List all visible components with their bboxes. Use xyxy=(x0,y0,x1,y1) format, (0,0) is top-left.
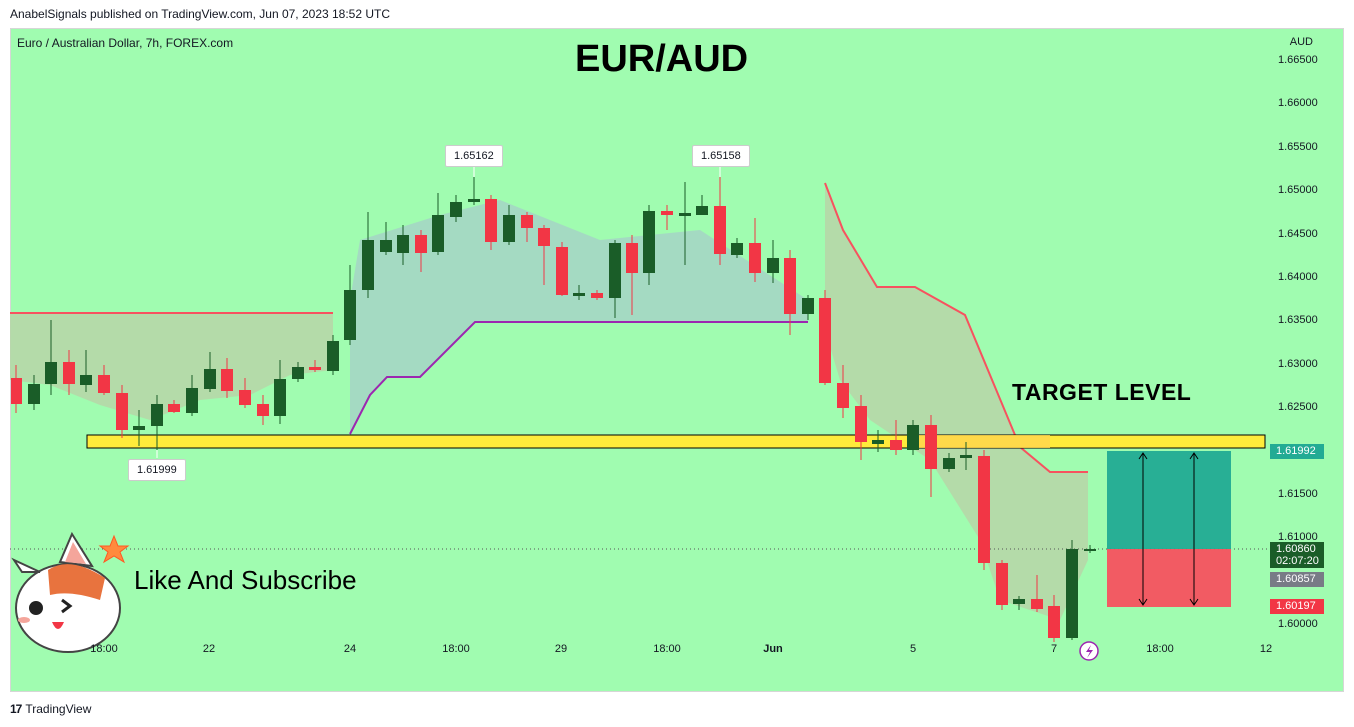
footer: 17 TradingView xyxy=(0,692,1354,727)
target-band-highlight xyxy=(910,435,1050,448)
y-tick: 1.65500 xyxy=(1278,141,1318,153)
y-tick: 1.63000 xyxy=(1278,358,1318,370)
publish-header: AnabelSignals published on TradingView.c… xyxy=(0,0,1354,28)
x-tick: 5 xyxy=(909,643,917,655)
candles xyxy=(11,175,1096,642)
x-tick: 18:00 xyxy=(1146,643,1174,655)
high1-callout: 1.65162 xyxy=(445,145,503,167)
high2-callout: 1.65158 xyxy=(692,145,750,167)
last-price-tag: 1.60860 02:07:20 xyxy=(1270,542,1324,568)
mid-zone-fill xyxy=(350,200,808,434)
low-callout: 1.61999 xyxy=(128,459,186,481)
loss-zone[interactable] xyxy=(1107,549,1231,607)
stop-price-tag: 1.60197 xyxy=(1270,599,1324,614)
y-tick: 1.66000 xyxy=(1278,97,1318,109)
tradingview-logo[interactable]: 17 TradingView xyxy=(10,702,91,716)
cat-avatar-icon xyxy=(11,531,130,653)
x-tick: 18:00 xyxy=(442,643,470,655)
y-tick: 1.60000 xyxy=(1278,618,1318,630)
promo-text: Like And Subscribe xyxy=(134,565,357,595)
arrow-head-2b xyxy=(1189,598,1199,606)
y-tick: 1.61000 xyxy=(1278,531,1318,543)
target-level-label: TARGET LEVEL xyxy=(1012,379,1192,405)
target-price-tag: 1.61992 xyxy=(1270,444,1324,459)
arrow-head-1b xyxy=(1138,598,1148,606)
y-tick: 1.62500 xyxy=(1278,401,1318,413)
currency-label: AUD xyxy=(1289,36,1313,48)
lightning-bolt xyxy=(1086,645,1093,658)
target-level-band[interactable] xyxy=(86,434,1266,449)
y-tick: 1.64500 xyxy=(1278,228,1318,240)
y-tick: 1.63500 xyxy=(1278,314,1318,326)
x-tick: 18:00 xyxy=(653,643,681,655)
brand-name: TradingView xyxy=(25,702,92,716)
tradingview-logo-icon: 17 xyxy=(10,702,22,716)
countdown-value: 02:07:20 xyxy=(1276,555,1319,567)
publish-info: AnabelSignals published on TradingView.c… xyxy=(10,7,391,21)
chart-main-title: EUR/AUD xyxy=(575,38,749,80)
y-tick: 1.65000 xyxy=(1278,184,1318,196)
last-price-value: 1.60860 xyxy=(1276,543,1316,555)
x-tick: 18:00 xyxy=(90,643,118,655)
mid-price-tag: 1.60857 xyxy=(1270,572,1324,587)
symbol-title: Euro / Australian Dollar, 7h, FOREX.com xyxy=(17,36,234,50)
left-zone-fill xyxy=(10,313,333,420)
arrow-head-2t xyxy=(1189,452,1199,460)
y-tick: 1.61500 xyxy=(1278,488,1318,500)
right-zone-fill xyxy=(825,183,1088,620)
arrow-head-1t xyxy=(1138,452,1148,460)
x-tick: 24 xyxy=(343,643,357,655)
y-tick: 1.64000 xyxy=(1278,271,1318,283)
x-tick: 12 xyxy=(1259,643,1273,655)
x-tick: 29 xyxy=(554,643,568,655)
support-line xyxy=(349,321,808,435)
x-tick: 7 xyxy=(1050,643,1058,655)
x-tick: 22 xyxy=(202,643,216,655)
profit-zone[interactable] xyxy=(1107,451,1231,549)
x-tick: Jun xyxy=(763,643,783,655)
y-tick: 1.66500 xyxy=(1278,54,1318,66)
resistance-line xyxy=(824,182,1088,473)
